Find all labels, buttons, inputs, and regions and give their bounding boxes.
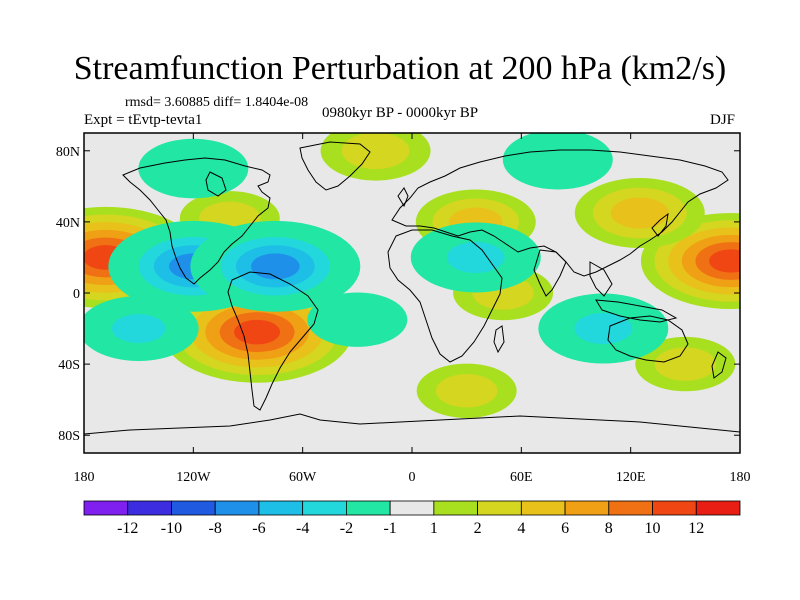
colorbar: -12 -10 -8 -6 -4 -2 -1 1 2 4 6 8 10 12 [83,500,741,537]
lat-tick-label: 0 [73,287,80,302]
coast-eurasia [391,149,729,277]
colorbar-box [127,500,172,516]
axis-ticks: 80N 40N 0 40S 80S 180 120W 60W 0 60E 120E 180 [56,133,751,485]
colorbar-label: -12 [117,520,138,537]
lon-tick-label: 180 [730,470,751,485]
coast-antarctica [84,413,740,435]
coast-india [533,249,567,297]
coast-greenland [299,141,371,191]
period-label: 0980kyr BP - 0000kyr BP [322,105,479,121]
lat-tick-label: 40N [56,216,80,231]
colorbar-label: 1 [430,520,438,537]
colorbar-label: 2 [474,520,482,537]
colorbar-box [477,500,522,516]
colorbar-box [520,500,566,516]
coast-madagascar [493,325,505,354]
lat-tick-label: 80N [56,145,80,160]
colorbar-box [564,500,610,516]
colorbar-box [345,500,391,516]
colorbar-label: 10 [645,520,661,537]
colorbar-label: 12 [688,520,704,537]
coast-new-zealand [711,351,727,379]
anomaly-contour [341,133,410,170]
anomaly-contour [326,302,389,337]
anomaly-contour [435,374,498,408]
anomaly-contour [523,141,592,179]
colorbar-label: -10 [161,520,182,537]
anomaly-contour [574,313,633,345]
lat-tick-label: 40S [58,358,80,373]
coast-south-america [227,271,319,411]
colorbar-box [214,500,260,516]
colorbar-label: -6 [252,520,265,537]
colorbar-box [695,500,741,516]
anomaly-contour [251,253,300,280]
coast-uk [397,187,409,208]
stats-label: rmsd= 3.60885 diff= 1.8404e-08 [125,95,309,110]
lon-tick-label: 60E [510,470,533,485]
colorbar-box [433,500,479,516]
colorbar-box [302,500,347,516]
colorbar-label: 8 [605,520,613,537]
colorbar-label: 4 [517,520,525,537]
anomaly-contour [610,197,669,229]
colorbar-box [83,500,129,516]
coast-hudson-bay [205,171,227,197]
colorbar-label: 6 [561,520,569,537]
experiment-label: Expt = tEvtp-tevta1 [84,112,203,128]
anomaly-contour [159,150,228,187]
plot-title: Streamfunction Perturbation at 200 hPa (… [73,50,727,87]
contour-field [84,133,740,453]
season-label: DJF [710,112,736,128]
lon-tick-label: 120E [616,470,646,485]
lon-tick-label: 0 [409,470,416,485]
colorbar-box [652,500,697,516]
coast-africa [387,229,503,363]
coast-indochina [589,261,613,297]
lon-tick-label: 180 [74,470,95,485]
lat-tick-label: 80S [58,429,80,444]
coast-japan [651,212,669,237]
colorbar-label: -2 [340,520,353,537]
anomaly-contour [112,314,166,343]
anomaly-contour [654,347,717,381]
coast-australia [607,315,689,363]
anomaly-contour [709,249,740,273]
colorbar-label: -1 [383,520,396,537]
coast-north-america [122,157,271,285]
anomaly-contour [234,319,281,345]
colorbar-box [608,500,653,516]
coastlines [84,141,740,435]
colorbar-label: -8 [209,520,222,537]
colorbar-label: -4 [296,520,309,537]
anomaly-contour [446,241,505,273]
colorbar-box [258,500,304,516]
colorbar-box [171,500,216,516]
colorbar-box [389,500,435,516]
lon-tick-label: 120W [176,470,211,485]
lon-tick-label: 60W [289,470,317,485]
